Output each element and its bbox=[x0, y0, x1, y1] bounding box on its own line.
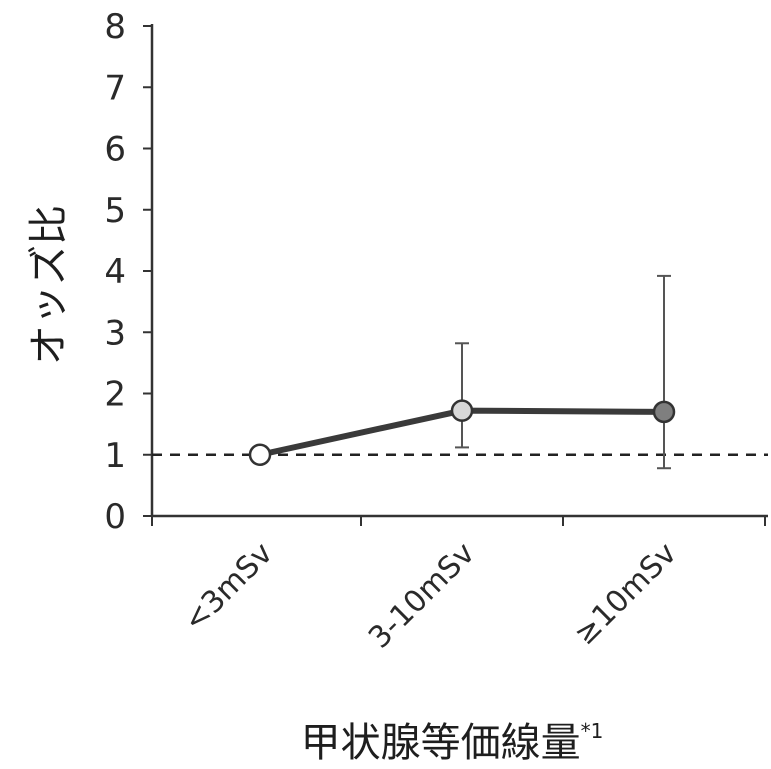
data-point bbox=[248, 443, 272, 466]
x-axis-title-superscript: *1 bbox=[581, 719, 604, 743]
error-bars bbox=[455, 274, 671, 470]
y-tick-label: 4 bbox=[104, 252, 126, 292]
y-tick-label: 7 bbox=[104, 68, 126, 108]
y-tick-label: 8 bbox=[104, 7, 126, 47]
data-point bbox=[652, 400, 676, 424]
x-axis-title: 甲状腺等価線量 bbox=[301, 720, 581, 766]
y-tick-label: 2 bbox=[104, 375, 126, 415]
y-tick-label: 1 bbox=[104, 436, 126, 476]
y-tick-label: 0 bbox=[104, 497, 126, 537]
y-axis-title: オッズ比 bbox=[26, 205, 72, 365]
x-category-labels: <3mSv 3-10mSv ≥10mSv bbox=[177, 536, 684, 656]
data-point-markers bbox=[248, 399, 676, 466]
y-tick-label: 6 bbox=[104, 130, 126, 170]
x-axis-ticks bbox=[151, 516, 766, 526]
data-point bbox=[450, 399, 474, 422]
y-axis-ticks: 0 1 2 3 4 5 6 7 8 bbox=[104, 7, 152, 537]
y-tick-label: 3 bbox=[104, 313, 126, 353]
x-category-label: ≥10mSv bbox=[567, 536, 683, 652]
y-tick-label: 5 bbox=[104, 191, 126, 231]
x-axis-title-group: 甲状腺等価線量*1 bbox=[301, 719, 604, 766]
x-category-label: 3-10mSv bbox=[362, 536, 482, 656]
x-category-label: <3mSv bbox=[177, 536, 280, 639]
